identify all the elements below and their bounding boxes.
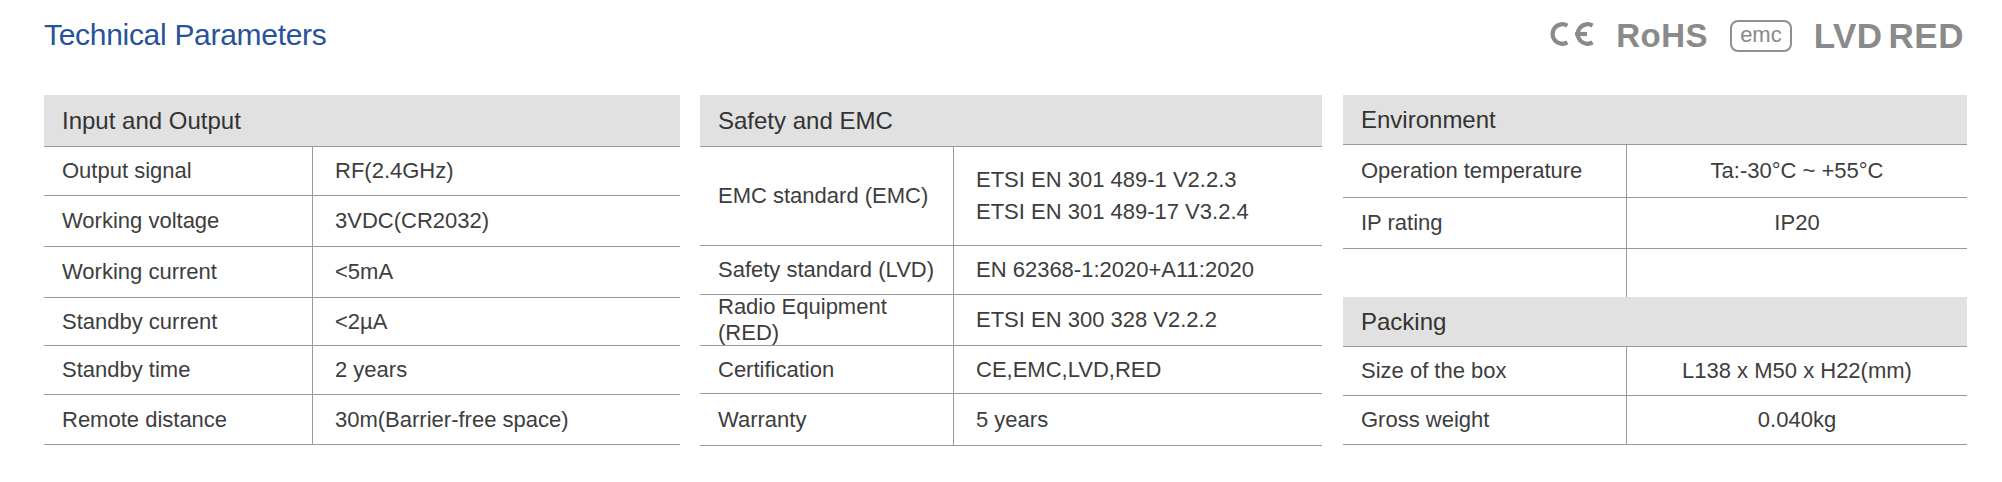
row-label: Gross weight bbox=[1343, 396, 1626, 444]
table-header-input-output: Input and Output bbox=[44, 95, 680, 147]
table-row: Standby current <2µA bbox=[44, 298, 680, 346]
certification-badges: RoHS emc LVD RED bbox=[1538, 14, 1964, 58]
row-label: Warranty bbox=[700, 394, 953, 445]
row-label: EMC standard (EMC) bbox=[700, 147, 953, 245]
table-input-output: Input and Output Output signal RF(2.4GHz… bbox=[44, 95, 680, 445]
row-value: L138 x M50 x H22(mm) bbox=[1626, 347, 1967, 395]
row-value: 30m(Barrier-free space) bbox=[312, 395, 680, 444]
row-value-line-2: ETSI EN 301 489-17 V3.2.4 bbox=[976, 196, 1249, 228]
row-value: ETSI EN 301 489-1 V2.2.3 ETSI EN 301 489… bbox=[953, 147, 1322, 245]
row-value-line-1: ETSI EN 301 489-1 V2.2.3 bbox=[976, 164, 1249, 196]
row-value: 3VDC(CR2032) bbox=[312, 196, 680, 246]
table-row: EMC standard (EMC) ETSI EN 301 489-1 V2.… bbox=[700, 147, 1322, 246]
row-label: Certification bbox=[700, 346, 953, 393]
row-value bbox=[1626, 249, 1967, 300]
row-label: Operation temperature bbox=[1343, 145, 1626, 197]
row-label: Safety standard (LVD) bbox=[700, 246, 953, 294]
table-row: Safety standard (LVD) EN 62368-1:2020+A1… bbox=[700, 246, 1322, 295]
table-header-packing: Packing bbox=[1343, 297, 1967, 347]
rohs-logo: RoHS bbox=[1616, 17, 1708, 55]
table-row: Standby time 2 years bbox=[44, 346, 680, 395]
row-value: 2 years bbox=[312, 346, 680, 394]
table-header-label: Environment bbox=[1361, 106, 1496, 134]
row-value: IP20 bbox=[1626, 198, 1967, 248]
row-label bbox=[1343, 249, 1626, 300]
table-row: Gross weight 0.040kg bbox=[1343, 396, 1967, 445]
table-header-label: Input and Output bbox=[62, 107, 241, 135]
ce-mark-icon bbox=[1538, 14, 1594, 58]
row-label: Size of the box bbox=[1343, 347, 1626, 395]
row-label: IP rating bbox=[1343, 198, 1626, 248]
table-safety-emc: Safety and EMC EMC standard (EMC) ETSI E… bbox=[700, 95, 1322, 446]
table-row: Radio Equipment (RED) ETSI EN 300 328 V2… bbox=[700, 295, 1322, 346]
table-environment: Environment Operation temperature Ta:-30… bbox=[1343, 95, 1967, 300]
table-row: Warranty 5 years bbox=[700, 394, 1322, 446]
table-row: IP rating IP20 bbox=[1343, 198, 1967, 249]
row-label: Remote distance bbox=[44, 395, 312, 444]
row-value: Ta:-30°C ~ +55°C bbox=[1626, 145, 1967, 197]
row-label: Standby time bbox=[44, 346, 312, 394]
row-value: 5 years bbox=[953, 394, 1322, 445]
table-row: Working current <5mA bbox=[44, 247, 680, 298]
row-label: Standby current bbox=[44, 298, 312, 345]
row-value: <2µA bbox=[312, 298, 680, 345]
lvd-logo: LVD bbox=[1814, 16, 1883, 56]
row-label: Radio Equipment (RED) bbox=[700, 295, 953, 345]
table-row: Output signal RF(2.4GHz) bbox=[44, 147, 680, 196]
row-value: ETSI EN 300 328 V2.2.2 bbox=[953, 295, 1322, 345]
table-row: Operation temperature Ta:-30°C ~ +55°C bbox=[1343, 145, 1967, 198]
row-label: Output signal bbox=[44, 147, 312, 195]
table-header-label: Packing bbox=[1361, 308, 1446, 336]
table-row-empty bbox=[1343, 249, 1967, 300]
row-value: EN 62368-1:2020+A11:2020 bbox=[953, 246, 1322, 294]
table-row: Certification CE,EMC,LVD,RED bbox=[700, 346, 1322, 394]
page-title: Technical Parameters bbox=[44, 18, 326, 52]
row-value: RF(2.4GHz) bbox=[312, 147, 680, 195]
row-label: Working voltage bbox=[44, 196, 312, 246]
emc-logo: emc bbox=[1730, 20, 1792, 52]
table-row: Working voltage 3VDC(CR2032) bbox=[44, 196, 680, 247]
row-value: 0.040kg bbox=[1626, 396, 1967, 444]
technical-parameters-page: Technical Parameters RoHS emc LVD RED In… bbox=[0, 0, 2002, 482]
red-logo: RED bbox=[1889, 16, 1964, 56]
row-value: CE,EMC,LVD,RED bbox=[953, 346, 1322, 393]
table-row: Remote distance 30m(Barrier-free space) bbox=[44, 395, 680, 445]
row-label: Working current bbox=[44, 247, 312, 297]
table-packing: Packing Size of the box L138 x M50 x H22… bbox=[1343, 297, 1967, 445]
row-value: <5mA bbox=[312, 247, 680, 297]
table-header-safety-emc: Safety and EMC bbox=[700, 95, 1322, 147]
table-header-label: Safety and EMC bbox=[718, 107, 893, 135]
table-row: Size of the box L138 x M50 x H22(mm) bbox=[1343, 347, 1967, 396]
table-header-environment: Environment bbox=[1343, 95, 1967, 145]
